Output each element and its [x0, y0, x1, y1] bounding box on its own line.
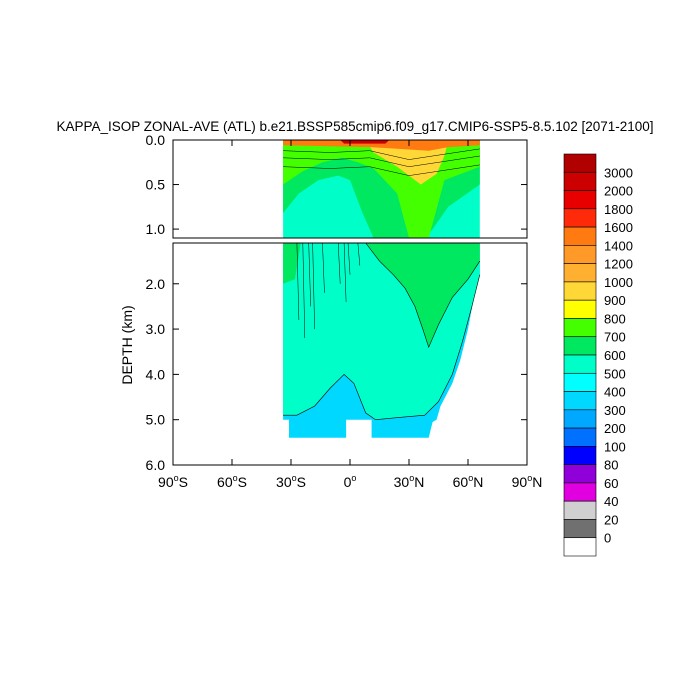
xtick-label: 60oN [453, 473, 484, 490]
contour-line [283, 155, 480, 167]
xtick-label: 90oS [158, 473, 188, 490]
colorbar-box [563, 245, 597, 264]
surface-warm-region [365, 140, 449, 185]
contour-line [283, 274, 481, 421]
colorbar-box [563, 391, 597, 411]
y-axis: 0.0 0.5 1.0 2.0 3.0 4.0 5.0 6.0 [146, 132, 527, 473]
contour-streak [302, 243, 306, 339]
colorbar-box [563, 153, 597, 173]
colorbar-label: 300 [604, 403, 626, 418]
lower-ytick-label: 2.0 [146, 276, 166, 292]
colorbar-box [563, 354, 597, 374]
contour-streak [296, 243, 300, 321]
contour-line [283, 148, 480, 160]
colorbar-box [563, 336, 597, 356]
colorbar-box [563, 409, 597, 429]
contour-streak [312, 243, 315, 330]
colorbar-label: 1800 [604, 202, 633, 217]
colorbar-label: 800 [604, 311, 626, 326]
colorbar-label: 80 [604, 458, 618, 473]
contour-streak [322, 243, 325, 293]
chart-title: KAPPA_ISOP ZONAL-AVE (ATL) b.e21.BSSP585… [56, 119, 653, 134]
colorbar-box [563, 190, 597, 210]
colorbar-label: 500 [604, 366, 626, 381]
colorbar-label: 900 [604, 293, 626, 308]
lower-panel-field [283, 243, 481, 438]
colorbar-label: 1400 [604, 238, 633, 253]
colorbar-label: 1600 [604, 220, 633, 235]
contour-streak [357, 243, 361, 266]
contour-streak [308, 243, 311, 307]
colorbar-box [563, 427, 597, 447]
colorbar-label: 40 [604, 494, 618, 509]
colorbar-label: 100 [604, 439, 626, 454]
colorbar-label: 2000 [604, 184, 633, 199]
lower-ytick-label: 5.0 [146, 412, 166, 428]
colorbar-box [563, 519, 597, 539]
colorbar-box [563, 263, 597, 283]
colorbar-label: 600 [604, 348, 626, 363]
colorbar-box [563, 281, 597, 301]
x-axis: 90oS 60oS 30oS 0o 30oN 60oN 90oN [158, 140, 542, 490]
mid-depth-region [365, 243, 480, 348]
colorbar-label: 60 [604, 476, 618, 491]
colorbar-box [563, 464, 597, 484]
xtick-label: 30oN [394, 473, 425, 490]
colorbar-label: 3000 [604, 165, 633, 180]
colorbar-label: 400 [604, 385, 626, 400]
colorbar-box [563, 446, 597, 465]
colorbar-label: 20 [604, 512, 618, 527]
colorbar-box [563, 171, 597, 191]
xtick-label: 60oS [217, 473, 247, 490]
xtick-label: 0o [344, 473, 357, 490]
upper-ytick-label: 0.0 [146, 132, 166, 148]
colorbar-box [563, 537, 597, 557]
xtick-label: 90oN [512, 473, 543, 490]
mid-depth-region-west [283, 243, 301, 284]
lower-ytick-label: 6.0 [146, 457, 166, 473]
y-axis-label: DEPTH (km) [119, 305, 135, 384]
surface-hot-band [283, 140, 480, 151]
colorbar-box [563, 500, 597, 520]
contour-line [283, 164, 480, 176]
colorbar-label: 0 [604, 531, 611, 546]
surface-peak-band [340, 140, 390, 144]
contour-streak [343, 243, 347, 302]
colorbar-label: 200 [604, 421, 626, 436]
colorbar-box [563, 482, 597, 502]
colorbar-box [563, 372, 597, 392]
colorbar-box [563, 208, 597, 228]
colorbar-label: 700 [604, 330, 626, 345]
xtick-label: 30oS [276, 473, 306, 490]
upper-panel-field [283, 140, 480, 238]
colorbar-label: 1000 [604, 275, 633, 290]
colorbar: 3000200018001600140012001000900800700600… [563, 153, 633, 557]
contour-streak [337, 243, 341, 284]
colorbar-box [563, 226, 597, 246]
upper-ytick-label: 0.5 [146, 177, 166, 193]
lower-ytick-label: 3.0 [146, 321, 166, 337]
colorbar-box [563, 299, 597, 319]
lower-ytick-label: 4.0 [146, 366, 166, 382]
colorbar-box [563, 318, 597, 338]
upper-ytick-label: 1.0 [146, 221, 166, 237]
colorbar-label: 1200 [604, 257, 633, 272]
contour-streak [347, 243, 351, 275]
contour-line [365, 243, 481, 349]
